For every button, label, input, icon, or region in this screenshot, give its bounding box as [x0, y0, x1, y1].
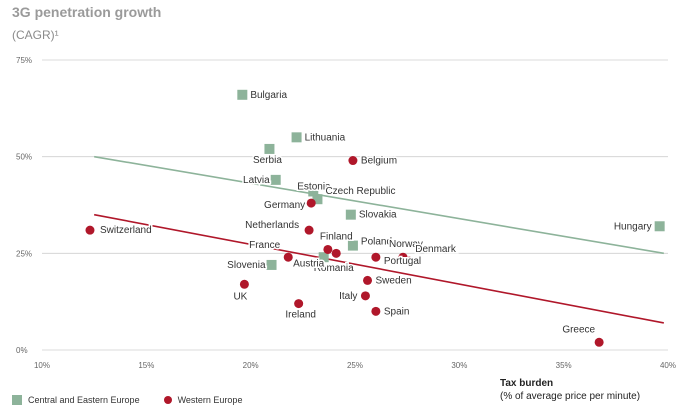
label-switzerland: Switzerland [100, 225, 152, 236]
point-ireland [294, 299, 304, 309]
label-denmark: Denmark [415, 244, 457, 255]
legend-square-marker [12, 395, 22, 405]
point-greece [594, 337, 604, 347]
point-slovakia [345, 209, 356, 220]
point-france [283, 252, 293, 262]
x-tick-label: 25% [347, 361, 363, 370]
legend: Central and Eastern Europe Western Europ… [12, 395, 242, 405]
point-spain [371, 306, 381, 316]
label-ireland: Ireland [285, 310, 316, 321]
point-bulgaria [237, 89, 248, 100]
point-latvia [270, 174, 281, 185]
point-estonia [308, 186, 319, 197]
point-netherlands [304, 225, 314, 235]
point-belgium [348, 156, 358, 166]
label-netherlands: Netherlands [245, 220, 299, 231]
label-france: France [249, 240, 281, 251]
legend-circle-marker [163, 396, 172, 404]
x-tick-label: 30% [451, 361, 467, 370]
x-tick-label: 15% [138, 361, 154, 370]
legend-item-central-eastern-europe: Central and Eastern Europe [28, 395, 140, 405]
point-sweden [363, 275, 373, 285]
label-italy: Italy [339, 291, 357, 302]
point-uk [239, 279, 249, 289]
x-tick-label: 20% [243, 361, 259, 370]
label-sweden: Sweden [376, 275, 412, 286]
legend-item-western-europe: Western Europe [177, 395, 243, 405]
trendline-central-and-eastern-europe [94, 155, 664, 255]
label-greece: Greece [562, 324, 595, 335]
label-slovakia: Slovakia [359, 210, 397, 221]
label-czech-republic: Czech Republic [325, 186, 395, 197]
label-spain: Spain [384, 306, 410, 317]
label-poland: Poland [361, 237, 392, 248]
label-portugal: Portugal [384, 256, 421, 267]
point-austria [331, 248, 341, 258]
x-axis-label: Tax burden (% of average price per minut… [500, 378, 640, 402]
x-axis-subtitle: (% of average price per minute) [500, 391, 641, 402]
point-czech-republic [312, 194, 323, 205]
point-denmark [404, 256, 414, 266]
y-tick-label: 50% [16, 153, 32, 162]
point-poland [347, 240, 358, 251]
label-slovenia: Slovenia [227, 260, 266, 271]
label-uk: UK [233, 291, 247, 302]
point-switzerland [85, 225, 95, 235]
y-tick-label: 75% [16, 56, 32, 65]
label-hungary: Hungary [614, 221, 652, 232]
label-latvia: Latvia [243, 175, 270, 186]
label-finland: Finland [320, 231, 353, 242]
point-slovenia [266, 259, 277, 270]
point-italy [360, 291, 370, 301]
label-lithuania: Lithuania [305, 132, 346, 143]
label-norway: Norway [389, 239, 423, 250]
x-axis-title: Tax burden [500, 378, 554, 389]
point-serbia [264, 143, 275, 154]
point-germany [306, 198, 316, 208]
point-lithuania [291, 132, 302, 143]
point-portugal [371, 252, 381, 262]
trendline-western-europe [94, 213, 664, 324]
x-tick-label: 40% [660, 361, 676, 370]
label-austria: Austria [293, 258, 325, 269]
chart-title: 3G penetration growth [12, 4, 162, 20]
x-tick-label: 35% [556, 361, 572, 370]
x-tick-label: 10% [34, 361, 50, 370]
chart-subtitle: (CAGR)¹ [12, 28, 59, 42]
y-tick-label: 25% [16, 249, 32, 258]
label-belgium: Belgium [361, 156, 397, 167]
point-hungary [654, 221, 665, 232]
point-romania [318, 252, 329, 263]
label-romania: Romania [314, 263, 354, 274]
point-finland [323, 244, 333, 254]
label-germany: Germany [264, 200, 305, 211]
label-estonia: Estonia [297, 181, 331, 192]
y-tick-label: 0% [16, 346, 28, 355]
label-bulgaria: Bulgaria [250, 90, 287, 101]
label-serbia: Serbia [253, 155, 282, 166]
